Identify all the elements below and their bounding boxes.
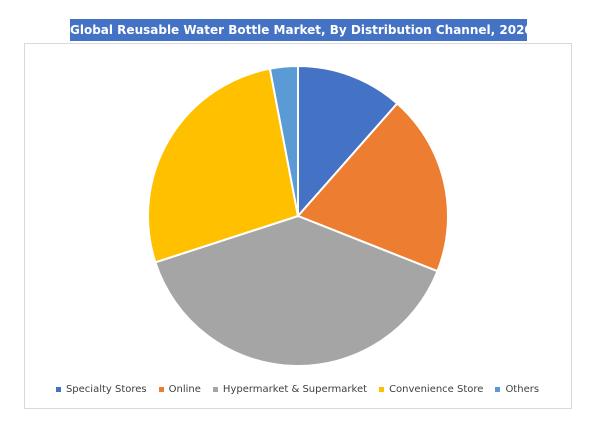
legend-item: Online — [158, 384, 201, 395]
legend-swatch — [55, 387, 61, 392]
legend-label: Specialty Stores — [65, 384, 147, 395]
legend-label: Online — [168, 384, 201, 395]
pie-slice-convenience-store — [147, 67, 300, 264]
pie-slice-online — [296, 102, 449, 273]
pie-slice-others — [268, 64, 299, 217]
chart-legend: Specialty Stores Online Hypermarket & Supe… — [0, 384, 595, 395]
legend-item: Specialty Stores — [55, 384, 147, 395]
pie-slice-hypermarket-supermarket — [154, 214, 439, 367]
legend-swatch — [158, 387, 164, 392]
legend-swatch — [495, 387, 501, 392]
pie-slice-specialty-stores — [297, 64, 399, 219]
legend-label: Others — [505, 384, 540, 395]
legend-label: Convenience Store — [389, 384, 484, 395]
legend-swatch — [212, 387, 218, 392]
legend-label: Hypermarket & Supermarket — [222, 384, 368, 395]
legend-item: Hypermarket & Supermarket — [212, 384, 368, 395]
legend-swatch — [379, 387, 385, 392]
chart-title: Global Reusable Water Bottle Market, By … — [70, 19, 560, 41]
legend-item: Others — [495, 384, 539, 395]
legend-item: Convenience Store — [379, 384, 483, 395]
